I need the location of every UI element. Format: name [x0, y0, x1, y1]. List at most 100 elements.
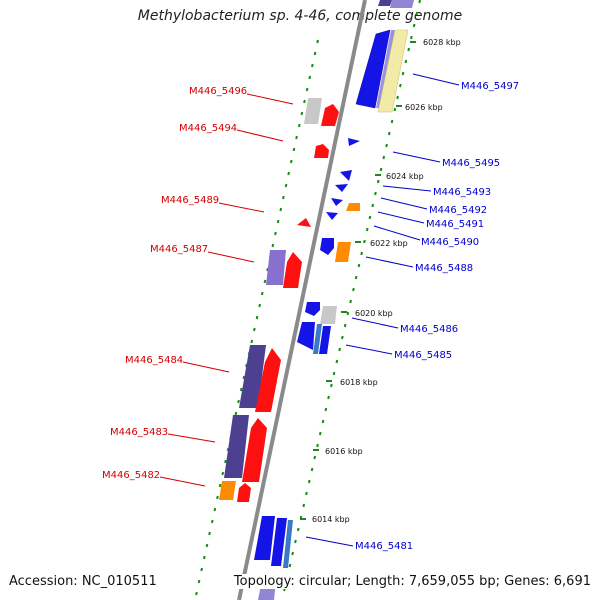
gene-M446_5481-stripe[interactable]	[283, 520, 293, 568]
gene-M446_5495[interactable]	[348, 138, 360, 146]
kbp-label: 6024 kbp	[386, 172, 424, 181]
gene-label-M446_5481[interactable]: M446_5481	[355, 541, 413, 552]
track-dot	[258, 303, 261, 308]
gene-label-M446_5496[interactable]: M446_5496	[189, 86, 247, 97]
gene-M446_5486-blue[interactable]	[305, 302, 320, 316]
gene-M446_5494[interactable]	[314, 144, 329, 158]
track-dot	[237, 399, 240, 404]
gene-M446_5487-lavender[interactable]	[266, 250, 286, 285]
gene-label-M446_5486[interactable]: M446_5486	[400, 324, 458, 335]
track-dot	[393, 107, 397, 112]
gene-M446_5497-blue[interactable]	[355, 29, 391, 109]
gene-M446_5483-purple[interactable]	[224, 415, 249, 478]
track-dot	[289, 159, 293, 164]
gene-M446_5485-stripe[interactable]	[313, 324, 322, 354]
gene-M446_5482-red[interactable]	[237, 483, 251, 502]
track-dot	[276, 219, 280, 224]
gene-label-M446_5485[interactable]: M446_5485	[394, 350, 452, 361]
track-dot	[234, 411, 238, 416]
gene-M446_5486-gray[interactable]	[320, 306, 337, 324]
track-dot	[385, 143, 388, 148]
gene-M446_5485-blue2[interactable]	[319, 326, 331, 354]
track-dot	[407, 47, 410, 52]
leader-right	[392, 151, 441, 163]
track-dot	[365, 227, 369, 232]
track-dot	[282, 195, 285, 200]
track-dot	[341, 335, 344, 340]
track-dot	[216, 495, 219, 500]
gene-M446_5497-yellow[interactable]	[377, 29, 409, 113]
gene-M446_5484-red[interactable]	[255, 348, 281, 412]
gene-M446_5485-blue[interactable]	[297, 322, 315, 350]
track-dot	[271, 243, 275, 248]
track-dot	[318, 431, 322, 436]
gene-label-M446_5488[interactable]: M446_5488	[415, 263, 473, 274]
gene-label-M446_5489[interactable]: M446_5489	[161, 195, 219, 206]
leader-right	[373, 225, 421, 241]
gene-M446_5497-lavender[interactable]	[376, 30, 395, 108]
leader-left	[167, 433, 216, 443]
track-dot	[354, 275, 358, 280]
track-dot	[311, 63, 314, 68]
gene-label-M446_5490[interactable]: M446_5490	[421, 237, 479, 248]
track-dot	[255, 315, 259, 320]
track-dot	[224, 459, 227, 464]
gene-M446_5488-orange[interactable]	[335, 242, 351, 262]
leader-right	[412, 73, 460, 86]
track-dot	[396, 95, 399, 100]
track-dot	[368, 215, 372, 220]
gene-M446_5488-blue[interactable]	[320, 238, 334, 255]
reverse-strand-genes	[254, 0, 414, 600]
forward-strand-genes	[219, 98, 339, 502]
gene-label-M446_5493[interactable]: M446_5493	[433, 187, 491, 198]
gene-M446_5481-blue[interactable]	[254, 516, 275, 560]
gene-M446_5491[interactable]	[331, 198, 343, 206]
track-dot	[205, 543, 209, 548]
gene-M446_5496-red[interactable]	[321, 104, 339, 126]
track-dot	[296, 527, 300, 532]
track-dot	[418, 0, 421, 4]
track-dot	[401, 71, 405, 76]
gene-label-M446_5483[interactable]: M446_5483	[110, 427, 168, 438]
leader-left	[207, 251, 255, 263]
track-dot	[274, 231, 277, 236]
track-dot	[382, 155, 386, 160]
gene-label-M446_5482[interactable]: M446_5482	[102, 470, 160, 481]
gene-M446_5496-gray[interactable]	[304, 98, 322, 124]
leader-right	[365, 256, 414, 268]
gene-M446_5489[interactable]	[297, 218, 311, 227]
gene-M446_5492[interactable]	[335, 184, 348, 192]
track-dot	[363, 239, 366, 244]
leader-right	[377, 211, 425, 224]
gene-M446_5481-blue2[interactable]	[271, 518, 287, 566]
gene-label-M446_5491[interactable]: M446_5491	[426, 219, 484, 230]
kbp-label: 6028 kbp	[423, 38, 461, 47]
kbp-label: 6020 kbp	[355, 309, 393, 318]
gene-label-M446_5484[interactable]: M446_5484	[125, 355, 183, 366]
gene-label-M446_5487[interactable]: M446_5487	[150, 244, 208, 255]
track-dot	[399, 83, 402, 88]
gene-label-M446_5497[interactable]: M446_5497	[461, 81, 519, 92]
track-dot	[335, 359, 339, 364]
label-leader-lines	[159, 73, 460, 547]
track-dot	[213, 507, 217, 512]
gene-M446_5491-orange[interactable]	[346, 203, 360, 211]
gene-M446_5483-red[interactable]	[242, 418, 267, 482]
track-dot	[303, 99, 306, 104]
gene-label-M446_5492[interactable]: M446_5492	[429, 205, 487, 216]
leader-right	[345, 344, 393, 355]
gene-M446_5493[interactable]	[340, 170, 352, 181]
gene-M446_5490[interactable]	[326, 212, 338, 220]
track-dot	[263, 279, 267, 284]
gene-M446_5487-red[interactable]	[283, 252, 302, 288]
gene-labels-right: M446_5497 M446_5495 M446_5493 M446_5492 …	[355, 81, 519, 552]
track-dot	[415, 11, 419, 16]
track-dot	[324, 407, 328, 412]
gene-M446_5482-orange[interactable]	[219, 481, 236, 500]
track-dot	[203, 555, 206, 560]
track-dot	[412, 23, 416, 28]
gene-lavender-top	[390, 0, 414, 8]
gene-label-M446_5494[interactable]: M446_5494	[179, 123, 237, 134]
gene-label-M446_5495[interactable]: M446_5495	[442, 158, 500, 169]
